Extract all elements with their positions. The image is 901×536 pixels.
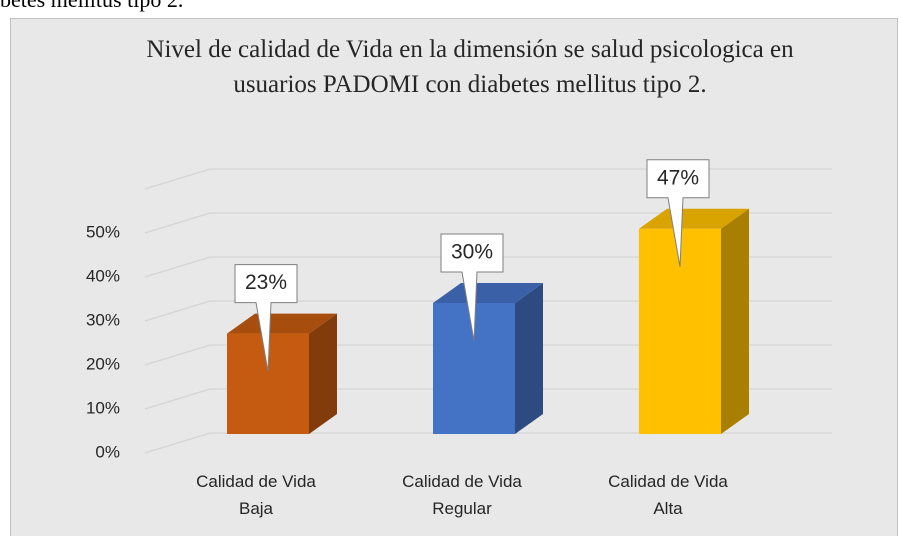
bar-side (721, 208, 749, 434)
grid-line (144, 256, 832, 278)
bar-top (639, 208, 749, 229)
bar-top (433, 283, 543, 303)
grid-line (144, 432, 832, 454)
bar-side (309, 313, 337, 434)
data-label: 30% (451, 241, 493, 264)
callout (234, 264, 298, 372)
x-tick-label: Calidad de Vida Alta (608, 472, 728, 518)
grid-line (144, 388, 832, 410)
document-text: betes mellitus tipo 2. (0, 0, 183, 13)
bar-top (227, 313, 337, 334)
x-tick-label: Calidad de Vida Baja (196, 472, 316, 518)
y-tick-label: 20% (86, 354, 120, 373)
y-tick-label: 40% (86, 266, 120, 285)
y-tick-label: 10% (86, 398, 120, 417)
grid-line (144, 300, 832, 322)
grid-line (144, 344, 832, 366)
grid-line (144, 212, 832, 234)
x-tick-label: Calidad de Vida Regular (402, 472, 522, 518)
callout (646, 159, 710, 267)
data-label: 23% (245, 271, 287, 294)
y-tick-label: 50% (86, 222, 120, 241)
bar-side (515, 283, 543, 434)
data-label: 47% (657, 166, 699, 189)
callout (440, 233, 504, 342)
grid-line (144, 168, 832, 190)
y-tick-label: 30% (86, 310, 120, 329)
chart-title: Nivel de calidad de Vida en la dimensión… (146, 36, 794, 98)
y-tick-label: 0% (95, 442, 120, 461)
